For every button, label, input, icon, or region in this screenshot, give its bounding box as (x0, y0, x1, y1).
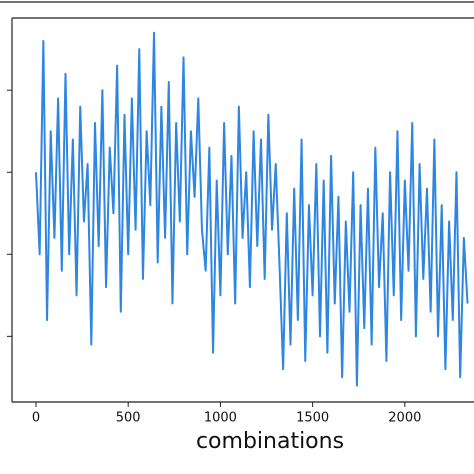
x-tick-label: 0 (32, 411, 40, 426)
x-tick-label: 500 (116, 411, 141, 426)
x-axis-label: combinations (196, 429, 344, 454)
x-tick-label: 1500 (296, 411, 329, 426)
data-line (34, 31, 469, 387)
x-tick-label: 2000 (388, 411, 421, 426)
x-tick-label: 1000 (204, 411, 237, 426)
